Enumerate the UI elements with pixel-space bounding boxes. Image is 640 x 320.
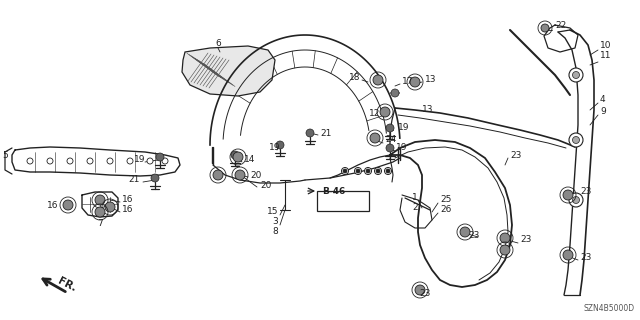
Text: 15: 15 xyxy=(266,207,278,217)
Text: 11: 11 xyxy=(600,52,611,60)
Text: 16: 16 xyxy=(47,202,58,211)
Circle shape xyxy=(376,169,380,173)
Text: 22: 22 xyxy=(555,21,566,30)
Circle shape xyxy=(231,151,239,159)
Circle shape xyxy=(380,107,390,117)
Circle shape xyxy=(63,200,73,210)
Text: 8: 8 xyxy=(272,228,278,236)
Text: 25: 25 xyxy=(440,196,451,204)
Text: B-46: B-46 xyxy=(322,187,345,196)
Text: 20: 20 xyxy=(250,171,261,180)
Circle shape xyxy=(563,250,573,260)
Circle shape xyxy=(460,227,470,237)
Text: FR.: FR. xyxy=(56,276,77,294)
Circle shape xyxy=(541,24,549,32)
Text: 2: 2 xyxy=(412,204,418,212)
Circle shape xyxy=(563,190,573,200)
Text: SZN4B5000D: SZN4B5000D xyxy=(584,304,635,313)
Circle shape xyxy=(573,71,579,78)
Circle shape xyxy=(385,167,392,174)
Text: 19: 19 xyxy=(134,156,145,164)
Text: 6: 6 xyxy=(215,39,221,49)
Text: 7: 7 xyxy=(97,219,103,228)
Text: 19: 19 xyxy=(269,143,280,153)
Text: 5: 5 xyxy=(3,150,8,159)
Circle shape xyxy=(67,158,73,164)
Circle shape xyxy=(105,202,115,212)
Circle shape xyxy=(127,158,133,164)
Circle shape xyxy=(355,167,362,174)
Text: 3: 3 xyxy=(272,218,278,227)
Circle shape xyxy=(162,158,168,164)
Text: 20: 20 xyxy=(260,180,271,189)
Text: 21: 21 xyxy=(129,175,140,185)
Text: 10: 10 xyxy=(600,42,611,51)
Circle shape xyxy=(276,141,284,149)
Circle shape xyxy=(87,158,93,164)
Text: 16: 16 xyxy=(122,205,134,214)
Text: 23: 23 xyxy=(468,230,480,239)
Circle shape xyxy=(373,75,383,85)
Circle shape xyxy=(500,233,510,243)
Text: 21: 21 xyxy=(320,129,332,138)
Circle shape xyxy=(386,124,394,132)
Text: 24: 24 xyxy=(385,135,396,145)
Circle shape xyxy=(410,77,420,87)
Text: 19: 19 xyxy=(398,124,410,132)
FancyBboxPatch shape xyxy=(317,191,369,211)
Circle shape xyxy=(95,207,105,217)
Circle shape xyxy=(386,144,394,152)
Text: 9: 9 xyxy=(600,108,605,116)
Circle shape xyxy=(151,174,159,182)
Text: 14: 14 xyxy=(244,156,255,164)
Text: 23: 23 xyxy=(419,289,431,298)
Circle shape xyxy=(107,158,113,164)
Circle shape xyxy=(573,196,579,204)
Circle shape xyxy=(156,153,164,161)
Circle shape xyxy=(391,89,399,97)
Circle shape xyxy=(386,169,390,173)
Circle shape xyxy=(95,195,105,205)
Circle shape xyxy=(500,245,510,255)
Text: 1: 1 xyxy=(412,194,418,203)
Circle shape xyxy=(573,137,579,143)
Text: 23: 23 xyxy=(580,253,591,262)
Circle shape xyxy=(235,170,245,180)
Circle shape xyxy=(370,133,380,143)
Circle shape xyxy=(356,169,360,173)
Text: 17: 17 xyxy=(402,77,413,86)
Circle shape xyxy=(415,285,425,295)
Circle shape xyxy=(213,170,223,180)
Text: 18: 18 xyxy=(349,74,360,83)
Circle shape xyxy=(569,133,583,147)
Text: 23: 23 xyxy=(580,188,591,196)
Text: 4: 4 xyxy=(600,95,605,105)
Text: 13: 13 xyxy=(425,76,436,84)
Circle shape xyxy=(147,158,153,164)
Circle shape xyxy=(342,167,349,174)
Circle shape xyxy=(343,169,347,173)
Circle shape xyxy=(569,68,583,82)
Text: 23: 23 xyxy=(520,236,531,244)
Text: 13: 13 xyxy=(422,106,433,115)
Text: 19: 19 xyxy=(396,143,408,153)
Circle shape xyxy=(27,158,33,164)
Circle shape xyxy=(233,152,243,162)
Circle shape xyxy=(365,167,371,174)
Circle shape xyxy=(374,167,381,174)
Polygon shape xyxy=(182,46,275,96)
Text: 16: 16 xyxy=(122,196,134,204)
Text: 23: 23 xyxy=(510,150,522,159)
Circle shape xyxy=(366,169,370,173)
Text: 26: 26 xyxy=(440,205,451,214)
Circle shape xyxy=(47,158,53,164)
Circle shape xyxy=(569,193,583,207)
Circle shape xyxy=(306,129,314,137)
Text: 12: 12 xyxy=(369,109,380,118)
